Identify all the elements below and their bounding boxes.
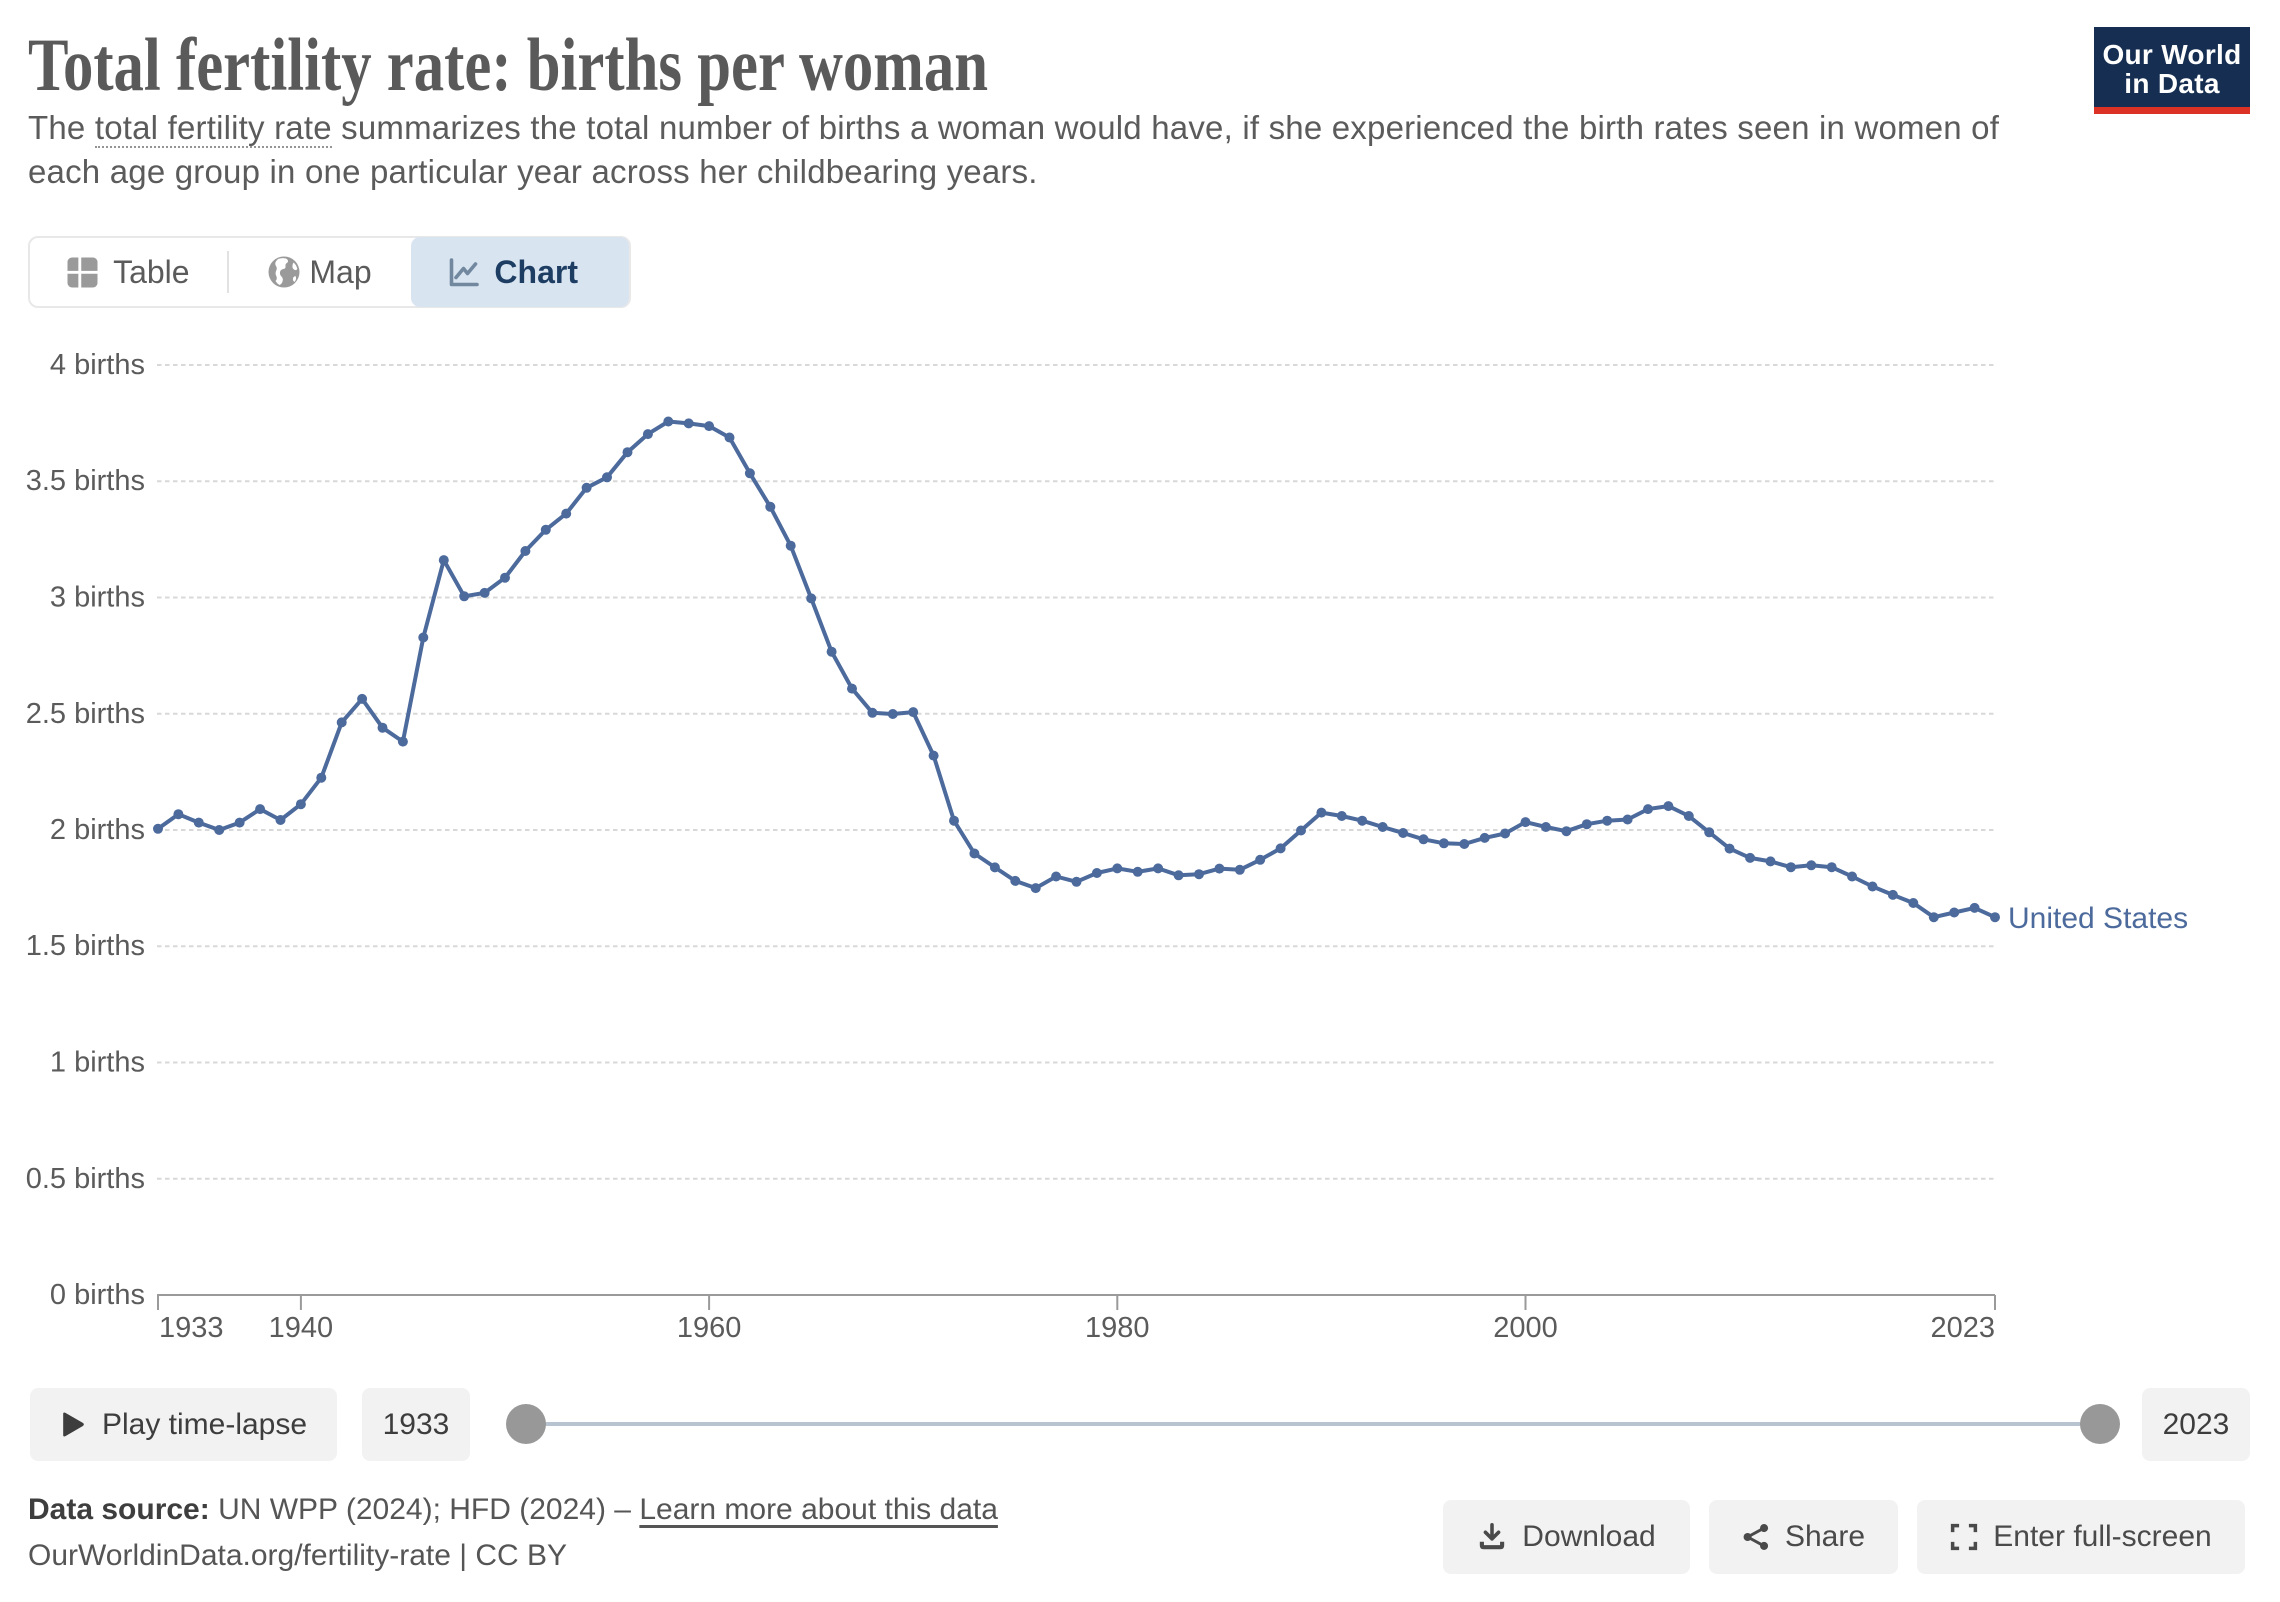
svg-text:1 births: 1 births xyxy=(50,1047,145,1079)
svg-text:0.5 births: 0.5 births xyxy=(26,1163,145,1195)
svg-text:1933: 1933 xyxy=(159,1312,224,1344)
svg-text:3.5 births: 3.5 births xyxy=(26,465,145,497)
svg-text:2.5 births: 2.5 births xyxy=(26,698,145,730)
svg-text:2 births: 2 births xyxy=(50,814,145,846)
svg-text:2000: 2000 xyxy=(1493,1312,1558,1344)
svg-text:0 births: 0 births xyxy=(50,1279,145,1311)
svg-text:1940: 1940 xyxy=(269,1312,334,1344)
svg-text:3 births: 3 births xyxy=(50,582,145,614)
svg-text:1.5 births: 1.5 births xyxy=(26,930,145,962)
svg-text:United States: United States xyxy=(2008,902,2188,935)
svg-text:1980: 1980 xyxy=(1085,1312,1150,1344)
svg-text:4 births: 4 births xyxy=(50,349,145,381)
svg-text:2023: 2023 xyxy=(1930,1312,1995,1344)
svg-text:1960: 1960 xyxy=(677,1312,742,1344)
